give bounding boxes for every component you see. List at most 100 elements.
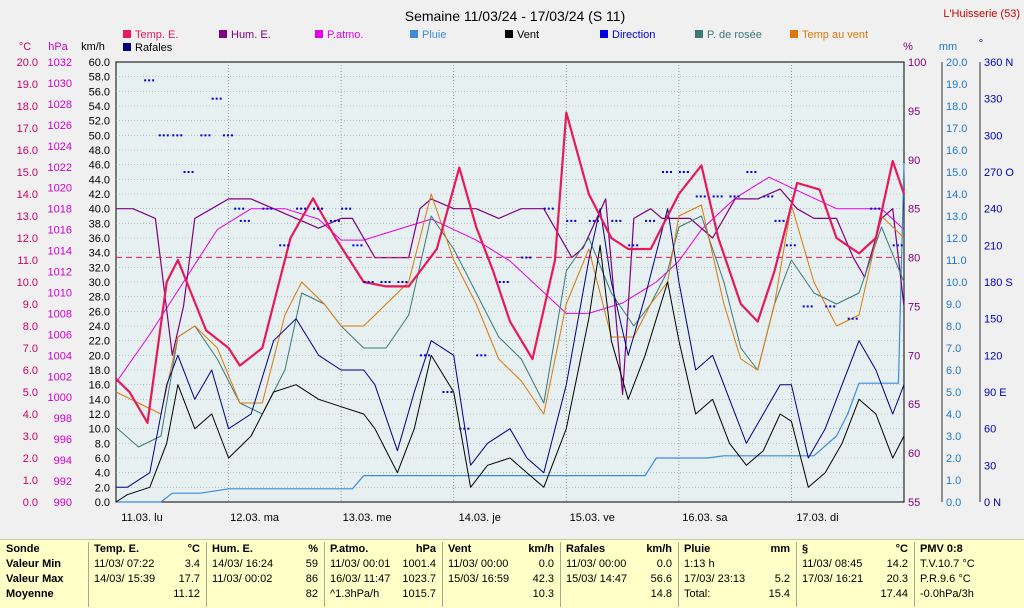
- direction-point: [771, 195, 774, 198]
- humidity-tick-label: 85: [908, 204, 920, 216]
- pressure-tick-label: 1016: [48, 225, 72, 237]
- col-unit: mm: [770, 543, 790, 555]
- temp-tick-label: 4.0: [23, 409, 38, 421]
- direction-tick-label: 120: [984, 350, 1002, 362]
- direction-tick-label: 150: [984, 314, 1002, 326]
- direction-point: [547, 207, 550, 210]
- rain-tick-label: 9.0: [946, 299, 961, 311]
- direction-point: [166, 134, 169, 137]
- wind-tick-label: 40.0: [89, 204, 110, 216]
- wind-tick-label: 34.0: [89, 248, 110, 260]
- wind-tick-label: 8.0: [95, 438, 110, 450]
- mean-value: 15.4: [768, 588, 790, 600]
- wind-tick-label: 46.0: [89, 160, 110, 172]
- wind-tick-label: 32.0: [89, 262, 110, 274]
- direction-point: [172, 134, 175, 137]
- direction-point: [360, 244, 363, 247]
- pressure-tick-label: 994: [54, 455, 72, 467]
- pressure-tick-label: 990: [54, 497, 72, 509]
- temp-tick-label: 0.0: [23, 497, 38, 509]
- direction-point: [695, 195, 698, 198]
- direction-point: [502, 281, 505, 283]
- wind-tick-label: 2.0: [95, 482, 110, 494]
- direction-point: [592, 219, 595, 222]
- temp-tick-label: 3.0: [23, 431, 38, 443]
- day-label: 14.03. je: [459, 512, 501, 524]
- min-label: 11/03/ 08:45: [802, 558, 863, 570]
- direction-point: [574, 219, 577, 222]
- direction-point: [588, 219, 591, 222]
- max-value: 17.7: [178, 573, 200, 585]
- pmv-line1: T.V.10.7 °C: [920, 558, 975, 570]
- direction-point: [162, 134, 165, 137]
- direction-point: [321, 207, 323, 210]
- pressure-tick-label: 996: [54, 434, 72, 446]
- stats-col-section: § °C 11/03/ 08:45 14.2 17/03/ 16:21 20.3 17…: [796, 540, 914, 608]
- temp-tick-label: 10.0: [17, 277, 38, 289]
- direction-point: [763, 195, 766, 198]
- mean-value: 1015.7: [402, 588, 436, 600]
- direction-point: [317, 207, 319, 210]
- direction-point: [349, 207, 352, 210]
- legend: Temp. E. Hum. E. P.atmo. Pluie Vent Direction…: [123, 29, 868, 54]
- stats-col-pmv: PMV 0:8 T.V.10.7 °C P.R.9.6 °C -0.0hPa/3…: [914, 540, 1024, 608]
- direction-point: [802, 305, 805, 308]
- mean-value: 11.12: [173, 588, 200, 600]
- direction-point: [222, 134, 225, 137]
- pressure-tick-label: 1022: [48, 162, 72, 174]
- direction-point: [878, 207, 881, 210]
- direction-point: [313, 207, 315, 210]
- direction-point: [806, 305, 809, 308]
- direction-point: [782, 219, 785, 222]
- direction-point: [183, 171, 186, 173]
- direction-point: [636, 244, 639, 247]
- wind-tick-label: 50.0: [89, 130, 110, 142]
- direction-point: [380, 281, 383, 283]
- wind-tick-label: 20.0: [89, 350, 110, 362]
- temp-tick-label: 18.0: [17, 101, 38, 113]
- direction-point: [388, 281, 391, 283]
- direction-point: [262, 207, 265, 210]
- temp-tick-label: 7.0: [23, 343, 38, 355]
- direction-point: [423, 354, 426, 357]
- direction-point: [211, 97, 214, 100]
- direction-point: [144, 79, 147, 82]
- legend-swatch: [123, 43, 131, 51]
- pressure-tick-label: 1026: [48, 120, 72, 132]
- row-label-mean: Moyenne: [6, 588, 54, 600]
- rain-unit-label: mm: [939, 41, 957, 53]
- max-label: 17/03/ 23:13: [684, 573, 746, 585]
- direction-point: [226, 134, 229, 137]
- max-label: 15/03/ 14:47: [566, 573, 628, 585]
- legend-label: Rafales: [135, 42, 173, 54]
- direction-point: [238, 207, 241, 210]
- direction-point: [463, 427, 466, 430]
- direction-point: [329, 219, 332, 222]
- gusts-line: [116, 208, 905, 488]
- temp-tick-label: 11.0: [17, 255, 38, 267]
- pressure-tick-label: 992: [54, 476, 72, 488]
- pressure-tick-label: 1032: [48, 57, 72, 69]
- mean-label: ^1.3hPa/h: [330, 588, 380, 600]
- row-label-sonde: Sonde: [6, 543, 40, 555]
- mean-value: 10.3: [532, 588, 554, 600]
- direction-tick-label: 60: [984, 424, 996, 436]
- min-label: 1:13 h: [684, 558, 715, 570]
- max-label: 15/03/ 16:59: [448, 573, 510, 585]
- day-label: 16.03. sa: [682, 512, 728, 524]
- pressure-tick-label: 1012: [48, 267, 72, 279]
- mean-value: 14.8: [650, 588, 672, 600]
- max-label: 14/03/ 15:39: [94, 573, 156, 585]
- direction-point: [333, 219, 336, 222]
- humidity-tick-label: 100: [908, 57, 926, 69]
- direction-tick-label: 30: [984, 460, 996, 472]
- temp-tick-label: 5.0: [23, 387, 38, 399]
- max-value: 20.3: [886, 573, 908, 585]
- direction-point: [699, 195, 702, 198]
- wind-tick-label: 18.0: [89, 365, 110, 377]
- wind-tick-label: 10.0: [89, 424, 110, 436]
- direction-point: [661, 171, 664, 173]
- wind-tick-label: 60.0: [89, 57, 110, 69]
- direction-unit-label: °: [979, 38, 983, 50]
